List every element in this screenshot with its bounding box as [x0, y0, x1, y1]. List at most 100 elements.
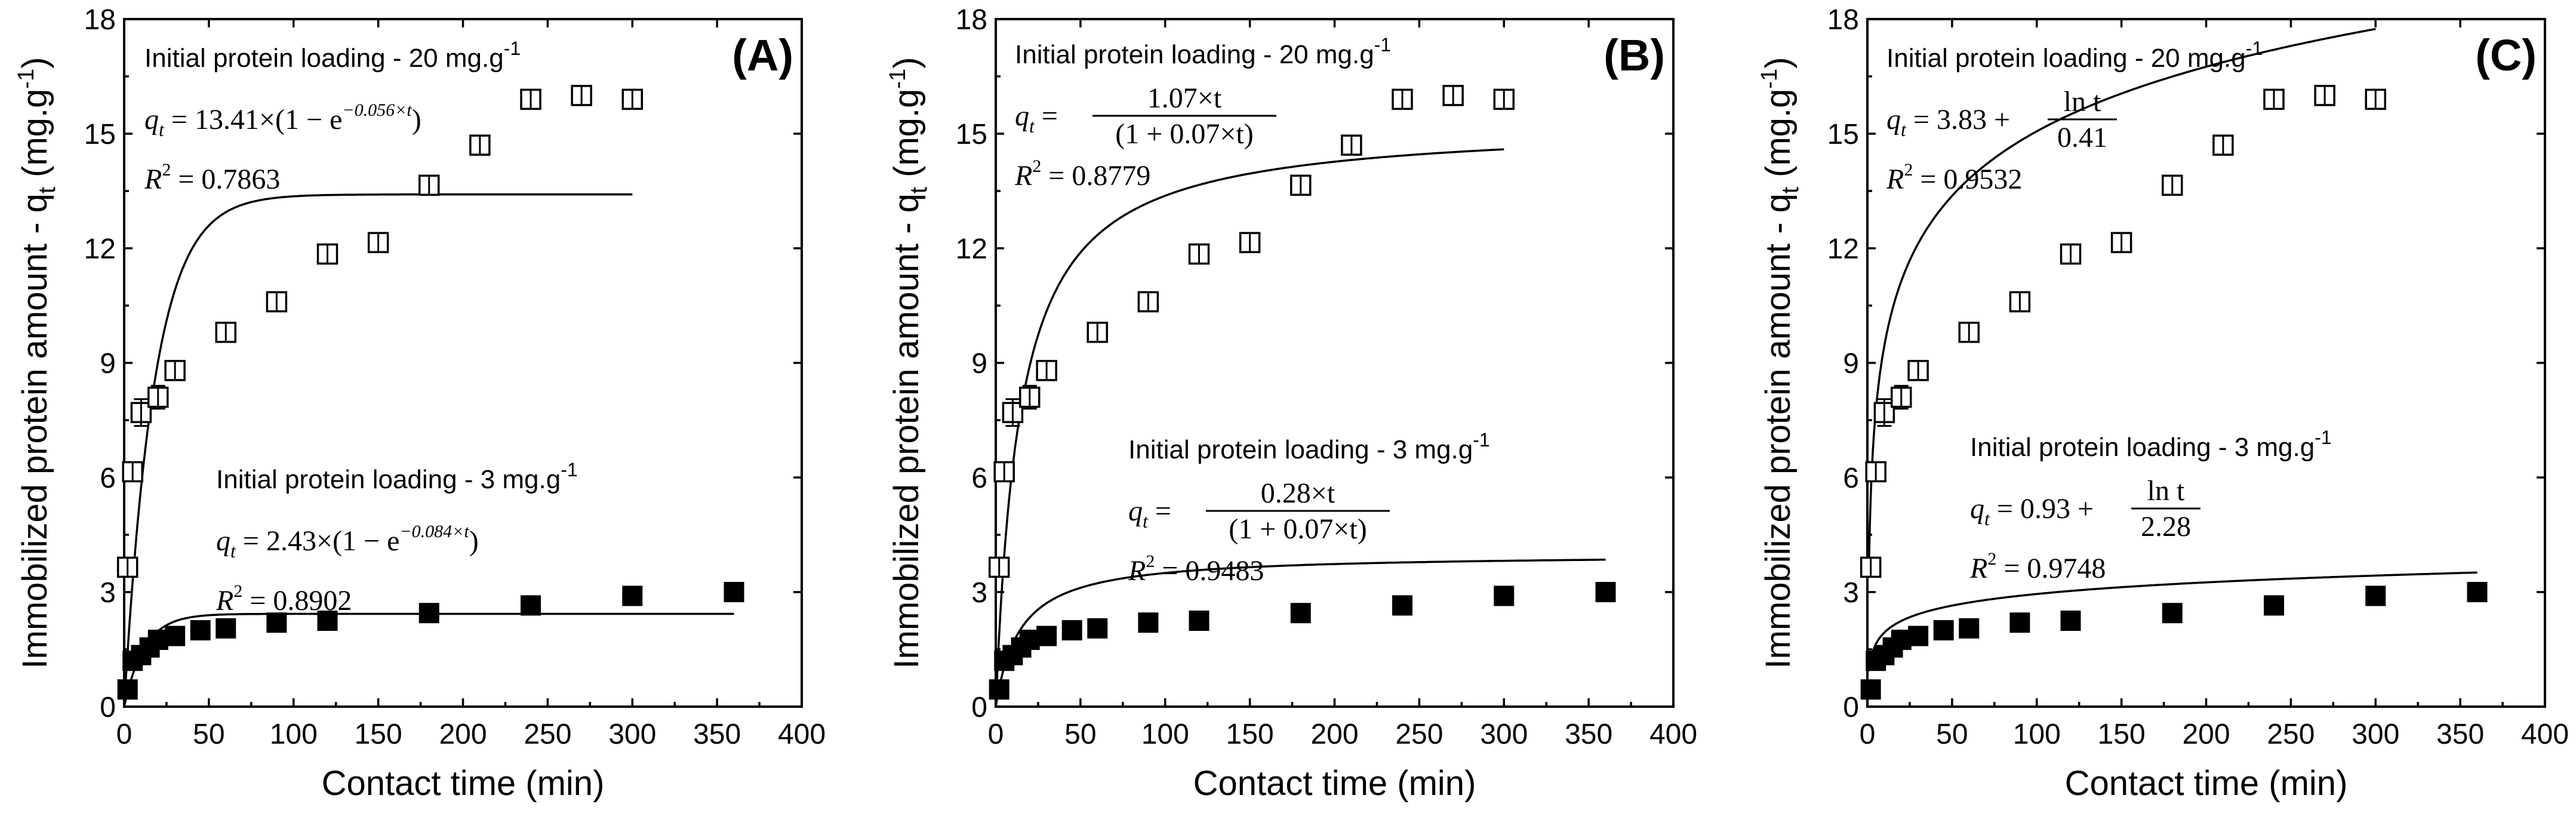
annotation-20-title: Initial protein loading - 20 mg.g-1	[144, 38, 521, 73]
annotation-20-eq-lhs-sub: t	[159, 119, 165, 140]
data-point-3	[1036, 625, 1057, 646]
data-point-3	[622, 586, 643, 606]
y-tick-label: 15	[84, 119, 116, 150]
annotation-3-r2-value: = 0.9748	[1996, 553, 2106, 584]
data-point-3	[266, 612, 287, 633]
fit-curve-3	[995, 559, 1606, 707]
data-point-3	[1290, 603, 1311, 624]
y-tick-label: 12	[956, 233, 987, 265]
annotation-20-r2-label: R	[144, 164, 162, 195]
annotation-20-r2-value: = 0.8779	[1041, 160, 1150, 192]
x-tick-label: 350	[693, 719, 741, 750]
x-tick-label: 300	[608, 719, 656, 750]
y-tick-label: 3	[1843, 577, 1859, 609]
annotation-3-title: Initial protein loading - 3 mg.g-1	[216, 459, 578, 494]
annotation-3-eq-numerator: 0.28×t	[1261, 477, 1335, 509]
annotation-20-r2-value: = 0.7863	[171, 164, 280, 195]
x-tick-label: 200	[1310, 719, 1358, 750]
annotation-3-equation: qt = 0.93 +	[1970, 493, 2094, 529]
data-point-3	[1061, 620, 1082, 640]
data-point-3	[989, 679, 1010, 700]
y-tick-label: 9	[100, 348, 116, 380]
data-point-3	[1189, 611, 1209, 631]
data-point-3	[147, 630, 168, 650]
annotation-20-eq-rhs-end: )	[412, 104, 421, 135]
y-axis-title-unit: (mg.g	[16, 89, 54, 187]
annotation-3-eq-rhs-end: )	[469, 525, 479, 557]
fit-curve-3	[123, 612, 734, 707]
annotation-20-r-squared: R2 = 0.9532	[1886, 160, 2022, 195]
annotation-20-eq-equals: =	[1035, 100, 1058, 132]
annotation-3-eq-lhs-sub: t	[230, 540, 236, 562]
data-point-3	[2060, 611, 2081, 631]
annotation-20-title-text: Initial protein loading - 20 mg.g	[144, 44, 504, 73]
annotation-3-r2-label: R	[216, 585, 233, 617]
annotation-20-title-text: Initial protein loading - 20 mg.g	[1886, 44, 2246, 73]
fit-curve-3	[1868, 571, 2477, 671]
annotation-20-r2-value: = 0.9532	[1913, 164, 2022, 195]
x-tick-label: 100	[1141, 719, 1189, 750]
x-tick-label: 150	[355, 719, 402, 750]
y-tick-label: 15	[956, 119, 987, 150]
x-axis-title: Contact time (min)	[2065, 764, 2348, 803]
y-axis-title-sup: -1	[885, 69, 910, 89]
data-point-3	[1933, 620, 1954, 640]
y-axis-title-unit: (mg.g	[1759, 89, 1798, 187]
y-tick-label: 18	[84, 4, 116, 36]
annotation-20-eq-lhs: q	[144, 104, 159, 135]
annotation-20-r-squared: R2 = 0.8779	[1014, 156, 1150, 192]
x-tick-label: 50	[1936, 719, 1968, 750]
annotation-3-title-text: Initial protein loading - 3 mg.g	[1128, 435, 1473, 464]
annotation-3-title-sup: -1	[561, 459, 577, 480]
data-point-3	[1959, 618, 1980, 639]
data-point-3	[2264, 595, 2284, 616]
annotation-3-r2-value: = 0.8902	[242, 585, 352, 617]
data-point-3	[1860, 679, 1881, 700]
y-axis-title-sub: t	[906, 187, 932, 193]
annotation-20-title-sup: -1	[2246, 38, 2263, 59]
annotation-3-title: Initial protein loading - 3 mg.g-1	[1128, 429, 1490, 464]
annotation-20-title-sup: -1	[1374, 34, 1391, 56]
annotation-20-eq-pre: = 3.83 +	[1906, 104, 2010, 135]
y-tick-label: 6	[971, 463, 987, 494]
data-point-3	[117, 679, 138, 700]
annotation-20-equation: qt =	[1015, 100, 1058, 137]
y-tick-label: 9	[1843, 348, 1859, 380]
y-tick-label: 6	[1843, 463, 1859, 494]
annotation-20-r2-sup: 2	[1032, 156, 1041, 176]
annotation-20-r2-label: R	[1014, 160, 1032, 192]
y-axis-title-close: )	[887, 57, 926, 69]
data-point-3	[1494, 586, 1515, 606]
x-axis-title: Contact time (min)	[1193, 764, 1476, 803]
x-tick-label: 100	[270, 719, 318, 750]
x-tick-label: 50	[193, 719, 224, 750]
data-point-3	[2009, 612, 2030, 633]
data-point-3	[1138, 612, 1159, 633]
annotation-20-eq-numerator: 1.07×t	[1147, 82, 1222, 114]
annotation-20-r2-sup: 2	[1904, 160, 1913, 180]
annotation-20-eq-rhs: = 13.41×(1 − e	[164, 104, 343, 135]
data-point-3	[521, 595, 541, 616]
data-point-3	[165, 625, 186, 646]
panel-letter: (B)	[1604, 30, 1665, 80]
annotation-20-title-sup: -1	[504, 38, 521, 59]
annotation-20-equation: qt = 13.41×(1 − e−0.056×t)	[144, 100, 421, 140]
data-point-3	[418, 603, 439, 624]
chart-panel-a: 0 50 100 150 200 250 300 350 400 0 3 6 9 12 15 18 Contac…	[14, 4, 826, 803]
annotation-20-eq-lhs: q	[1015, 100, 1029, 132]
annotation-3-eq-equals: =	[1148, 495, 1171, 527]
x-tick-label: 350	[2436, 719, 2484, 750]
x-tick-label: 200	[439, 719, 487, 750]
x-tick-label: 250	[1395, 719, 1443, 750]
annotation-20-r-squared: R2 = 0.7863	[144, 160, 280, 195]
x-axis-title: Contact time (min)	[322, 764, 605, 803]
annotation-20-eq-numerator: ln t	[2064, 86, 2101, 118]
annotation-20-eq-rhs-sup: −0.056×t	[342, 100, 412, 120]
x-tick-label: 400	[2521, 719, 2569, 750]
x-tick-label: 350	[1565, 719, 1612, 750]
data-point-3	[724, 582, 744, 602]
annotation-3-eq-lhs-sub: t	[1984, 508, 1990, 529]
y-axis-title: Immobilized protein amount - qt (mg.g-1)	[14, 57, 60, 669]
annotation-3-eq-numerator: ln t	[2147, 475, 2185, 507]
x-tick-label: 0	[1860, 719, 1876, 750]
